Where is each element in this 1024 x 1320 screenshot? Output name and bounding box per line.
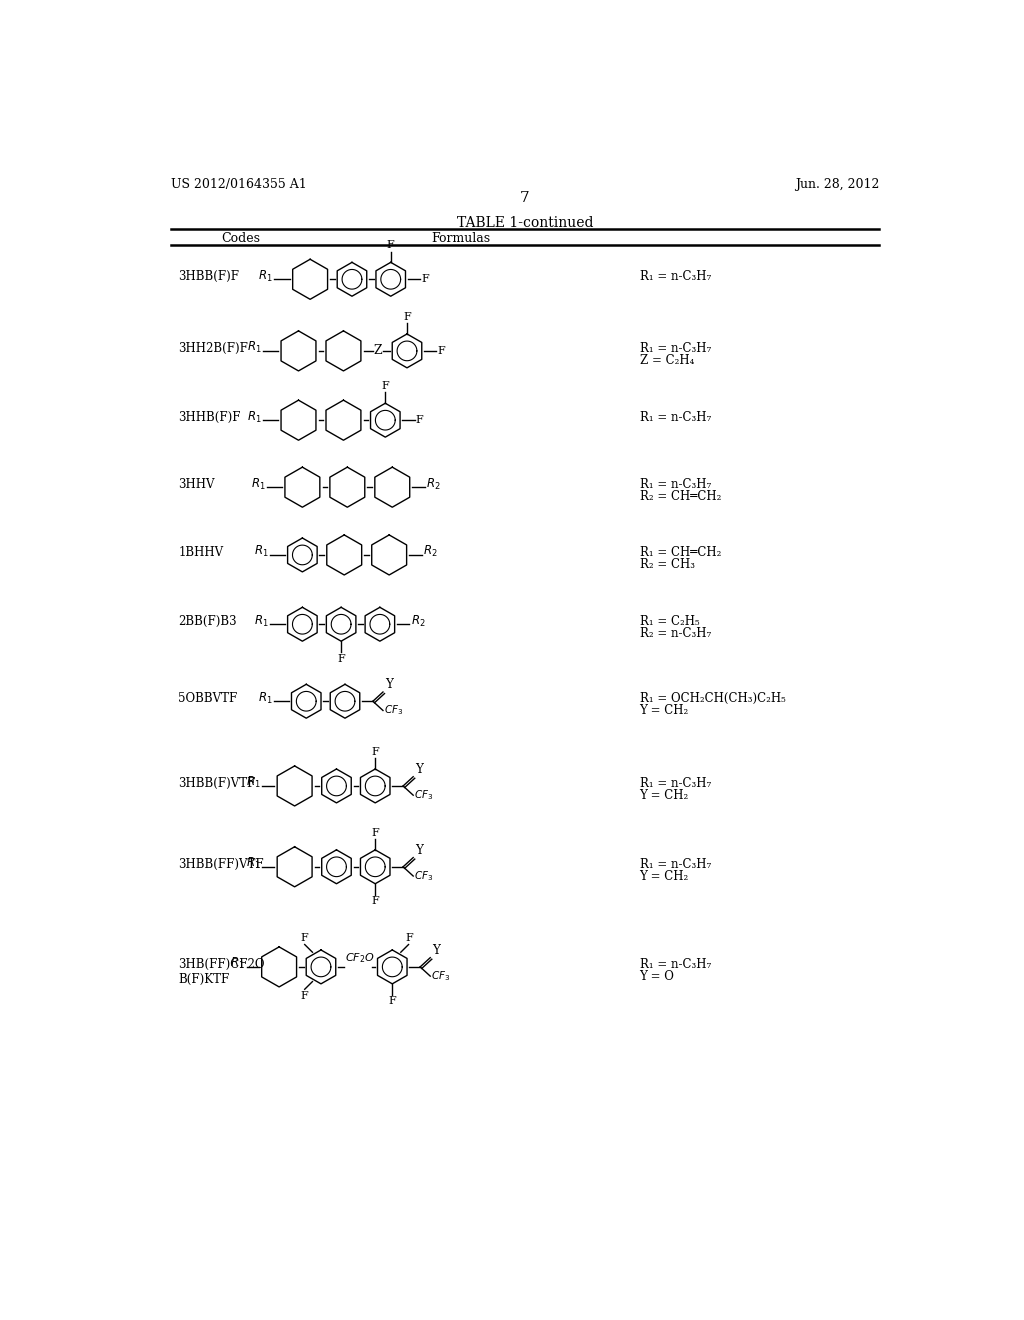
Text: $R_1$: $R_1$ bbox=[258, 269, 273, 284]
Text: R₁ = n-C₃H₇: R₁ = n-C₃H₇ bbox=[640, 478, 711, 491]
Text: F: F bbox=[300, 991, 308, 1001]
Text: F: F bbox=[421, 275, 429, 284]
Text: F: F bbox=[437, 346, 445, 356]
Text: 3HHV: 3HHV bbox=[178, 478, 215, 491]
Text: $R_1$: $R_1$ bbox=[230, 956, 245, 972]
Text: $CF_2O$: $CF_2O$ bbox=[345, 952, 375, 965]
Text: Y = CH₂: Y = CH₂ bbox=[640, 870, 689, 883]
Text: R₂ = n-C₃H₇: R₂ = n-C₃H₇ bbox=[640, 627, 711, 640]
Text: Y = CH₂: Y = CH₂ bbox=[640, 705, 689, 717]
Text: $R_2$: $R_2$ bbox=[426, 477, 441, 491]
Text: $R_1$: $R_1$ bbox=[254, 614, 268, 628]
Text: Z: Z bbox=[373, 345, 382, 358]
Text: R₁ = n-C₃H₇: R₁ = n-C₃H₇ bbox=[640, 958, 711, 970]
Text: R₂ = CH═CH₂: R₂ = CH═CH₂ bbox=[640, 490, 721, 503]
Text: $CF_3$: $CF_3$ bbox=[431, 969, 451, 983]
Text: $R_2$: $R_2$ bbox=[411, 614, 426, 628]
Text: $R_1$: $R_1$ bbox=[254, 544, 268, 560]
Text: F: F bbox=[372, 896, 379, 906]
Text: 2BB(F)B3: 2BB(F)B3 bbox=[178, 615, 237, 628]
Text: Codes: Codes bbox=[221, 231, 260, 244]
Text: Y = O: Y = O bbox=[640, 970, 675, 983]
Text: Y: Y bbox=[432, 944, 440, 957]
Text: US 2012/0164355 A1: US 2012/0164355 A1 bbox=[171, 178, 306, 190]
Text: R₁ = CH═CH₂: R₁ = CH═CH₂ bbox=[640, 545, 721, 558]
Text: F: F bbox=[381, 381, 389, 391]
Text: R₁ = n-C₃H₇: R₁ = n-C₃H₇ bbox=[640, 342, 711, 355]
Text: 3HBB(FF)VTF: 3HBB(FF)VTF bbox=[178, 858, 264, 871]
Text: F: F bbox=[372, 828, 379, 838]
Text: $R_2$: $R_2$ bbox=[423, 544, 438, 560]
Text: F: F bbox=[388, 997, 396, 1006]
Text: 1BHHV: 1BHHV bbox=[178, 545, 223, 558]
Text: Y: Y bbox=[385, 678, 393, 692]
Text: $R_1$: $R_1$ bbox=[246, 857, 260, 871]
Text: R₁ = n-C₃H₇: R₁ = n-C₃H₇ bbox=[640, 271, 711, 282]
Text: $R_1$: $R_1$ bbox=[247, 409, 261, 425]
Text: 3HBB(F)F: 3HBB(F)F bbox=[178, 271, 240, 282]
Text: Y: Y bbox=[416, 843, 423, 857]
Text: $R_1$: $R_1$ bbox=[247, 341, 261, 355]
Text: $CF_3$: $CF_3$ bbox=[414, 869, 433, 883]
Text: R₁ = n-C₃H₇: R₁ = n-C₃H₇ bbox=[640, 776, 711, 789]
Text: Y = CH₂: Y = CH₂ bbox=[640, 789, 689, 803]
Text: 3HB(FF)CF2O
B(F)KTF: 3HB(FF)CF2O B(F)KTF bbox=[178, 958, 265, 986]
Text: Jun. 28, 2012: Jun. 28, 2012 bbox=[795, 178, 879, 190]
Text: $R_1$: $R_1$ bbox=[257, 690, 272, 706]
Text: F: F bbox=[337, 653, 345, 664]
Text: TABLE 1-continued: TABLE 1-continued bbox=[457, 216, 593, 230]
Text: $R_1$: $R_1$ bbox=[246, 775, 260, 791]
Text: F: F bbox=[403, 312, 411, 322]
Text: 7: 7 bbox=[520, 191, 529, 205]
Text: Formulas: Formulas bbox=[432, 231, 490, 244]
Text: Y: Y bbox=[416, 763, 423, 776]
Text: R₁ = n-C₃H₇: R₁ = n-C₃H₇ bbox=[640, 411, 711, 424]
Text: F: F bbox=[372, 747, 379, 756]
Text: $R_1$: $R_1$ bbox=[251, 477, 265, 491]
Text: Z = C₂H₄: Z = C₂H₄ bbox=[640, 354, 694, 367]
Text: 3HHB(F)F: 3HHB(F)F bbox=[178, 411, 241, 424]
Text: F: F bbox=[387, 240, 394, 249]
Text: R₁ = OCH₂CH(CH₃)C₂H₅: R₁ = OCH₂CH(CH₃)C₂H₅ bbox=[640, 692, 785, 705]
Text: R₁ = C₂H₅: R₁ = C₂H₅ bbox=[640, 615, 699, 628]
Text: F: F bbox=[406, 933, 414, 942]
Text: R₁ = n-C₃H₇: R₁ = n-C₃H₇ bbox=[640, 858, 711, 871]
Text: F: F bbox=[300, 933, 308, 942]
Text: $CF_3$: $CF_3$ bbox=[414, 788, 433, 803]
Text: 5OBBVTF: 5OBBVTF bbox=[178, 692, 238, 705]
Text: 3HH2B(F)F: 3HH2B(F)F bbox=[178, 342, 248, 355]
Text: 3HBB(F)VTF: 3HBB(F)VTF bbox=[178, 776, 256, 789]
Text: R₂ = CH₃: R₂ = CH₃ bbox=[640, 558, 694, 572]
Text: F: F bbox=[416, 416, 423, 425]
Text: $CF_3$: $CF_3$ bbox=[384, 704, 403, 717]
